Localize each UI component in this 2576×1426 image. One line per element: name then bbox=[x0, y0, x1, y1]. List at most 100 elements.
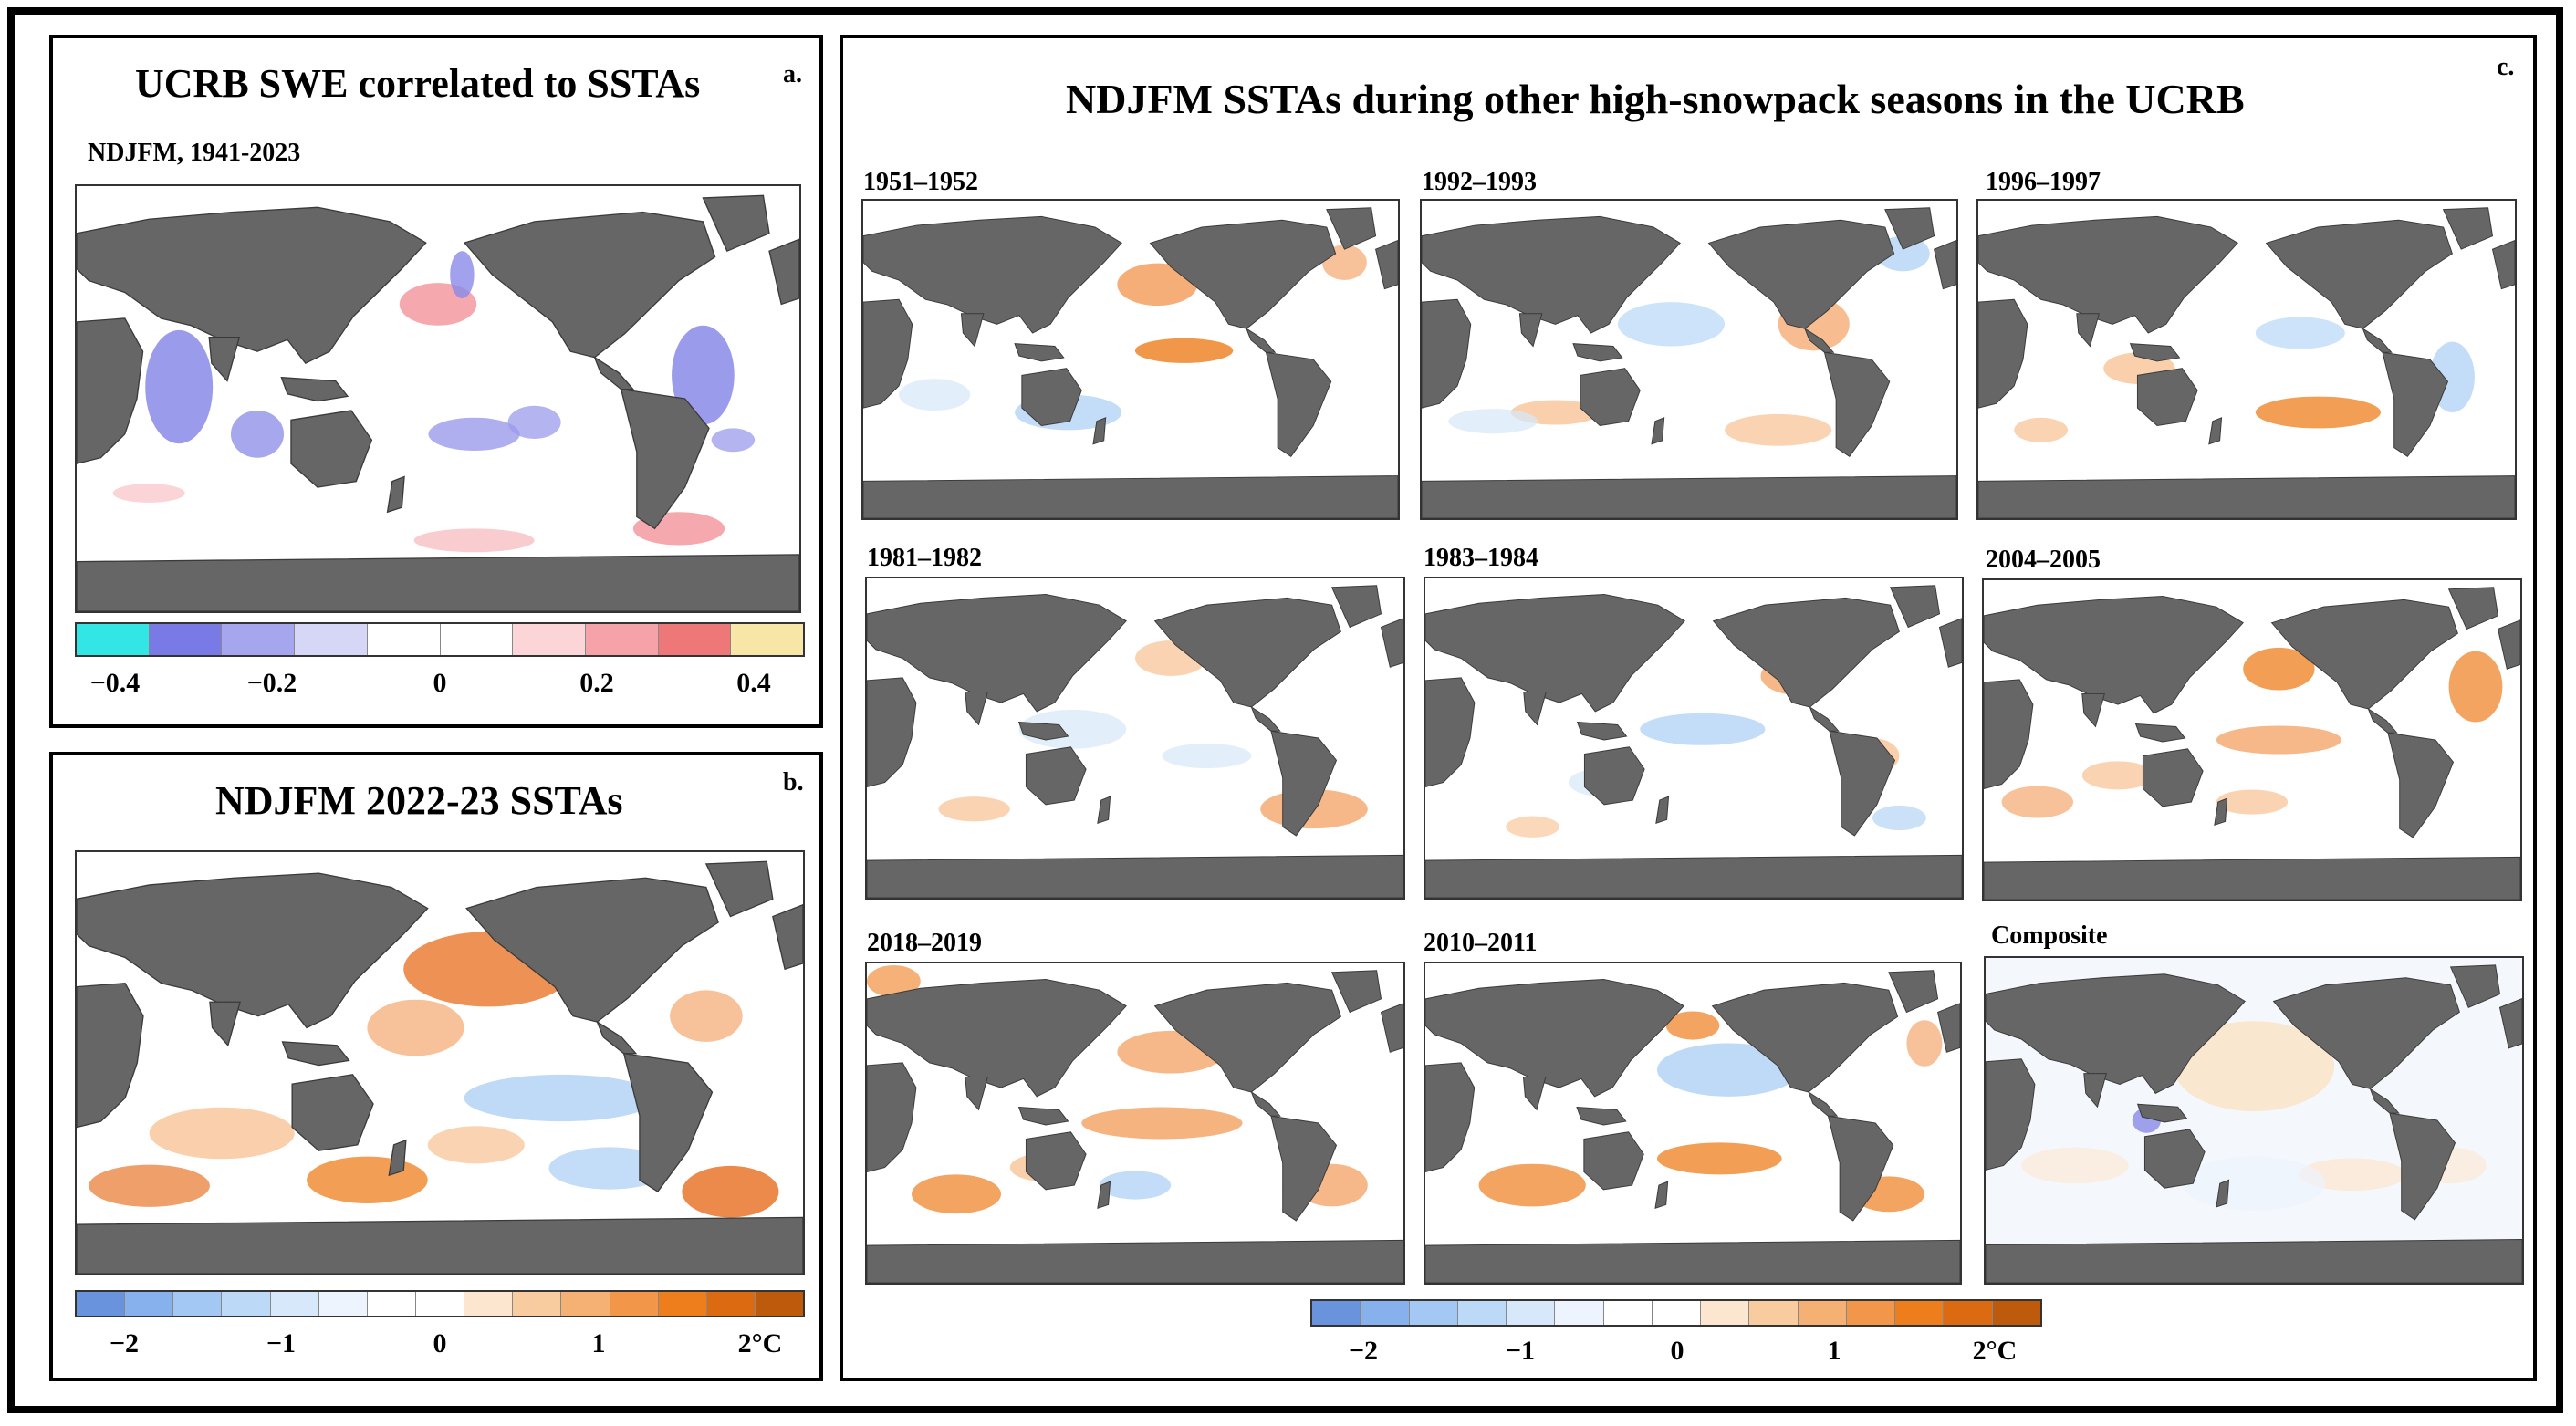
landmass bbox=[1655, 796, 1670, 825]
landmass bbox=[768, 238, 799, 306]
anomaly-region bbox=[230, 410, 285, 458]
map-label: 1992–1993 bbox=[1422, 168, 1537, 196]
panel-b-tick: 1 bbox=[591, 1328, 606, 1358]
landmass bbox=[1984, 679, 2034, 789]
landmass bbox=[1425, 677, 1476, 787]
landmass bbox=[2362, 327, 2393, 353]
landmass bbox=[965, 691, 988, 726]
world-map-svg bbox=[1425, 578, 1962, 898]
landmass bbox=[1711, 982, 1899, 1093]
ssta-1951-1952-map bbox=[861, 199, 1400, 520]
world-map-svg bbox=[1978, 201, 2515, 518]
landmass bbox=[1265, 351, 1332, 457]
landmass bbox=[1250, 1090, 1281, 1117]
colorbar-segment bbox=[1798, 1301, 1847, 1325]
landmass bbox=[1889, 585, 1941, 629]
world-map-svg bbox=[77, 186, 799, 611]
map-label: 1981–1982 bbox=[867, 544, 982, 572]
landmass bbox=[1829, 730, 1896, 837]
landmass bbox=[1153, 982, 1341, 1093]
landmass bbox=[2129, 343, 2181, 362]
landmass bbox=[386, 475, 405, 514]
anomaly-region bbox=[2216, 725, 2341, 755]
landmass bbox=[2497, 619, 2520, 670]
landmass bbox=[1522, 1076, 1547, 1111]
landmass bbox=[1712, 597, 1900, 708]
panel-a-title: UCRB SWE correlated to SSTAs bbox=[135, 61, 701, 106]
landmass bbox=[1250, 705, 1281, 732]
colorbar-segment bbox=[513, 624, 586, 655]
composite-map bbox=[1984, 956, 2524, 1285]
colorbar-segment bbox=[1992, 1301, 2040, 1325]
colorbar-segment bbox=[585, 624, 659, 655]
landmass bbox=[1572, 343, 1623, 362]
landmass bbox=[1986, 1239, 2522, 1283]
anomaly-region bbox=[912, 1174, 1001, 1214]
anomaly-region bbox=[1117, 263, 1198, 307]
ssta-2018-2019-map bbox=[865, 962, 1405, 1285]
anomaly-region bbox=[2173, 1021, 2335, 1112]
landmass bbox=[1986, 973, 2246, 1094]
anomaly-region bbox=[427, 1126, 525, 1164]
anomaly-region bbox=[2216, 789, 2289, 815]
anomaly-region bbox=[149, 1107, 295, 1160]
world-map-svg bbox=[863, 201, 1398, 518]
anomaly-region bbox=[1617, 302, 1726, 347]
anomaly-region bbox=[2255, 317, 2345, 349]
panel-b-label: b. bbox=[783, 768, 804, 796]
landmass bbox=[1422, 475, 1956, 518]
landmass bbox=[1092, 417, 1107, 445]
anomaly-region bbox=[1081, 1107, 1243, 1140]
landmass bbox=[1025, 1131, 1087, 1191]
anomaly-region bbox=[507, 405, 561, 440]
colorbar-segment bbox=[125, 1292, 174, 1316]
landmass bbox=[1425, 979, 1684, 1098]
colorbar-segment bbox=[295, 624, 368, 655]
landmass bbox=[1330, 970, 1382, 1014]
anomaly-region bbox=[1478, 1163, 1586, 1207]
correlation-map bbox=[75, 184, 801, 613]
landmass bbox=[77, 554, 799, 611]
landmass bbox=[1245, 327, 1277, 353]
landmass bbox=[1654, 1181, 1669, 1210]
colorbar-segment bbox=[1409, 1301, 1458, 1325]
landmass bbox=[1580, 368, 1641, 427]
anomaly-region bbox=[413, 528, 535, 553]
panel-c-tick: 2°C bbox=[1972, 1336, 2018, 1366]
world-map-svg bbox=[1984, 580, 2520, 900]
ssta-1996-1997-map bbox=[1976, 199, 2517, 520]
anomaly-region bbox=[711, 428, 756, 453]
landmass bbox=[2369, 1088, 2400, 1114]
landmass bbox=[772, 904, 803, 971]
landmass bbox=[1827, 1115, 1894, 1222]
anomaly-region bbox=[464, 1074, 658, 1122]
landmass bbox=[1823, 351, 1891, 457]
landmass bbox=[2216, 1179, 2230, 1208]
landmass bbox=[77, 872, 429, 1029]
landmass bbox=[1017, 1106, 1069, 1126]
landmass bbox=[704, 860, 774, 918]
world-map-svg bbox=[77, 852, 803, 1274]
anomaly-region bbox=[428, 417, 520, 451]
anomaly-region bbox=[1134, 338, 1234, 363]
panel-b-tick: 0 bbox=[433, 1328, 447, 1358]
anomaly-region bbox=[938, 796, 1010, 822]
colorbar-segment bbox=[513, 1292, 562, 1316]
map-label: 1951–1952 bbox=[863, 168, 978, 196]
colorbar-segment bbox=[610, 1292, 659, 1316]
colorbar-segment bbox=[464, 1292, 514, 1316]
anomaly-region bbox=[2001, 786, 2073, 818]
panel-b-tick: −1 bbox=[266, 1328, 297, 1358]
landmass bbox=[2214, 797, 2228, 827]
landmass bbox=[622, 1052, 714, 1193]
colorbar-segment bbox=[658, 1292, 707, 1316]
landmass bbox=[1097, 1181, 1111, 1210]
ssta-2004-2005-map bbox=[1982, 578, 2522, 901]
landmass bbox=[77, 1216, 803, 1274]
landmass bbox=[596, 1020, 638, 1055]
anomaly-region bbox=[2182, 1156, 2326, 1211]
colorbar-segment bbox=[367, 1292, 416, 1316]
anomaly-region bbox=[1099, 1171, 1172, 1200]
landmass bbox=[867, 594, 1127, 713]
landmass bbox=[2442, 207, 2494, 250]
